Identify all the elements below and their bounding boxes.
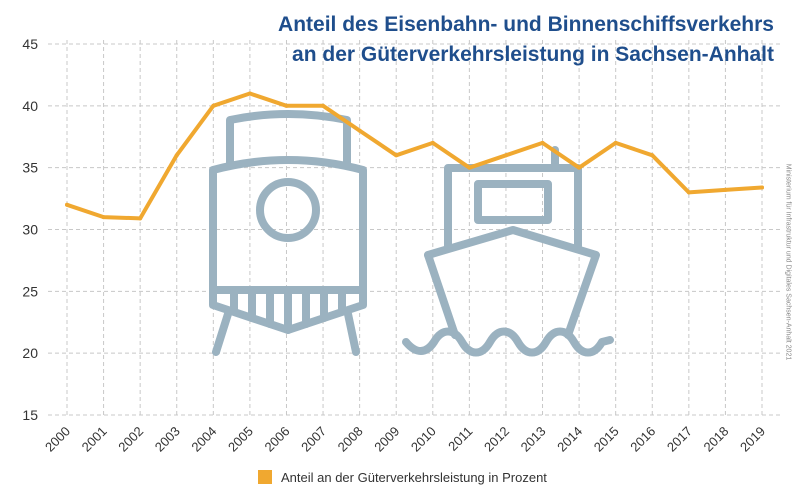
y-tick-label: 45	[22, 36, 38, 52]
x-tick-label: 2007	[298, 424, 329, 455]
data-point	[394, 153, 399, 158]
data-point	[247, 91, 252, 96]
legend-label: Anteil an der Güterverkehrsleistung in P…	[281, 469, 547, 485]
x-tick-label: 2005	[225, 424, 256, 455]
data-point	[321, 103, 326, 108]
x-tick-label: 2006	[262, 424, 293, 455]
data-point	[686, 190, 691, 195]
x-tick-label: 2018	[700, 424, 731, 455]
x-tick-label: 2015	[591, 424, 622, 455]
y-tick-label: 30	[22, 222, 38, 238]
x-tick-label: 2001	[79, 424, 110, 455]
x-tick-label: 2013	[518, 424, 549, 455]
data-point	[760, 185, 764, 190]
y-tick-label: 15	[22, 407, 38, 423]
x-tick-label: 2019	[737, 424, 768, 455]
data-point	[723, 187, 728, 192]
data-point	[65, 202, 69, 207]
x-tick-label: 2002	[115, 424, 146, 455]
x-tick-label: 2016	[627, 424, 658, 455]
data-point	[211, 103, 216, 108]
chart-title: Anteil des Eisenbahn- und Binnenschiffsv…	[278, 13, 774, 36]
x-tick-label: 2014	[554, 424, 585, 455]
x-tick-label: 2004	[188, 424, 219, 455]
legend-swatch	[258, 470, 272, 484]
y-axis-labels: 15 20 25 30 35 40 45	[22, 36, 38, 423]
series	[65, 91, 764, 221]
data-point	[650, 153, 655, 158]
x-tick-label: 2000	[42, 424, 73, 455]
data-point	[174, 153, 179, 158]
train-icon	[209, 110, 367, 356]
x-tick-label: 2008	[335, 424, 366, 455]
data-point	[430, 140, 435, 145]
data-point	[613, 140, 618, 145]
source-note: Ministerium für Infrastruktur und Digita…	[784, 163, 792, 361]
grid	[48, 40, 780, 416]
x-tick-label: 2003	[152, 424, 183, 455]
background-icons	[209, 110, 614, 357]
x-tick-label: 2010	[408, 424, 439, 455]
data-point	[284, 103, 289, 108]
y-tick-label: 20	[22, 345, 38, 361]
y-tick-label: 40	[22, 98, 38, 114]
y-tick-label: 35	[22, 160, 38, 176]
x-tick-label: 2009	[371, 424, 402, 455]
chart-title-block: Anteil des Eisenbahn- und Binnenschiffsv…	[214, 10, 774, 70]
chart-subtitle: an der Güterverkehrsleistung in Sachsen-…	[292, 43, 774, 66]
x-tick-label: 2017	[664, 424, 695, 455]
data-point	[357, 128, 362, 133]
y-tick-label: 25	[22, 283, 38, 299]
x-tick-label: 2011	[445, 424, 475, 454]
data-point	[138, 216, 143, 221]
x-axis-labels: 2000 2001 2002 2003 2004 2005 2006 2007 2008 2009…	[42, 424, 768, 455]
legend: Anteil an der Güterverkehrsleistung in P…	[258, 467, 547, 487]
data-point	[101, 215, 106, 220]
data-point	[467, 165, 472, 170]
data-point	[540, 140, 545, 145]
x-tick-label: 2012	[481, 424, 512, 455]
data-point	[577, 165, 582, 170]
data-point	[503, 153, 508, 158]
series-line	[65, 91, 764, 221]
